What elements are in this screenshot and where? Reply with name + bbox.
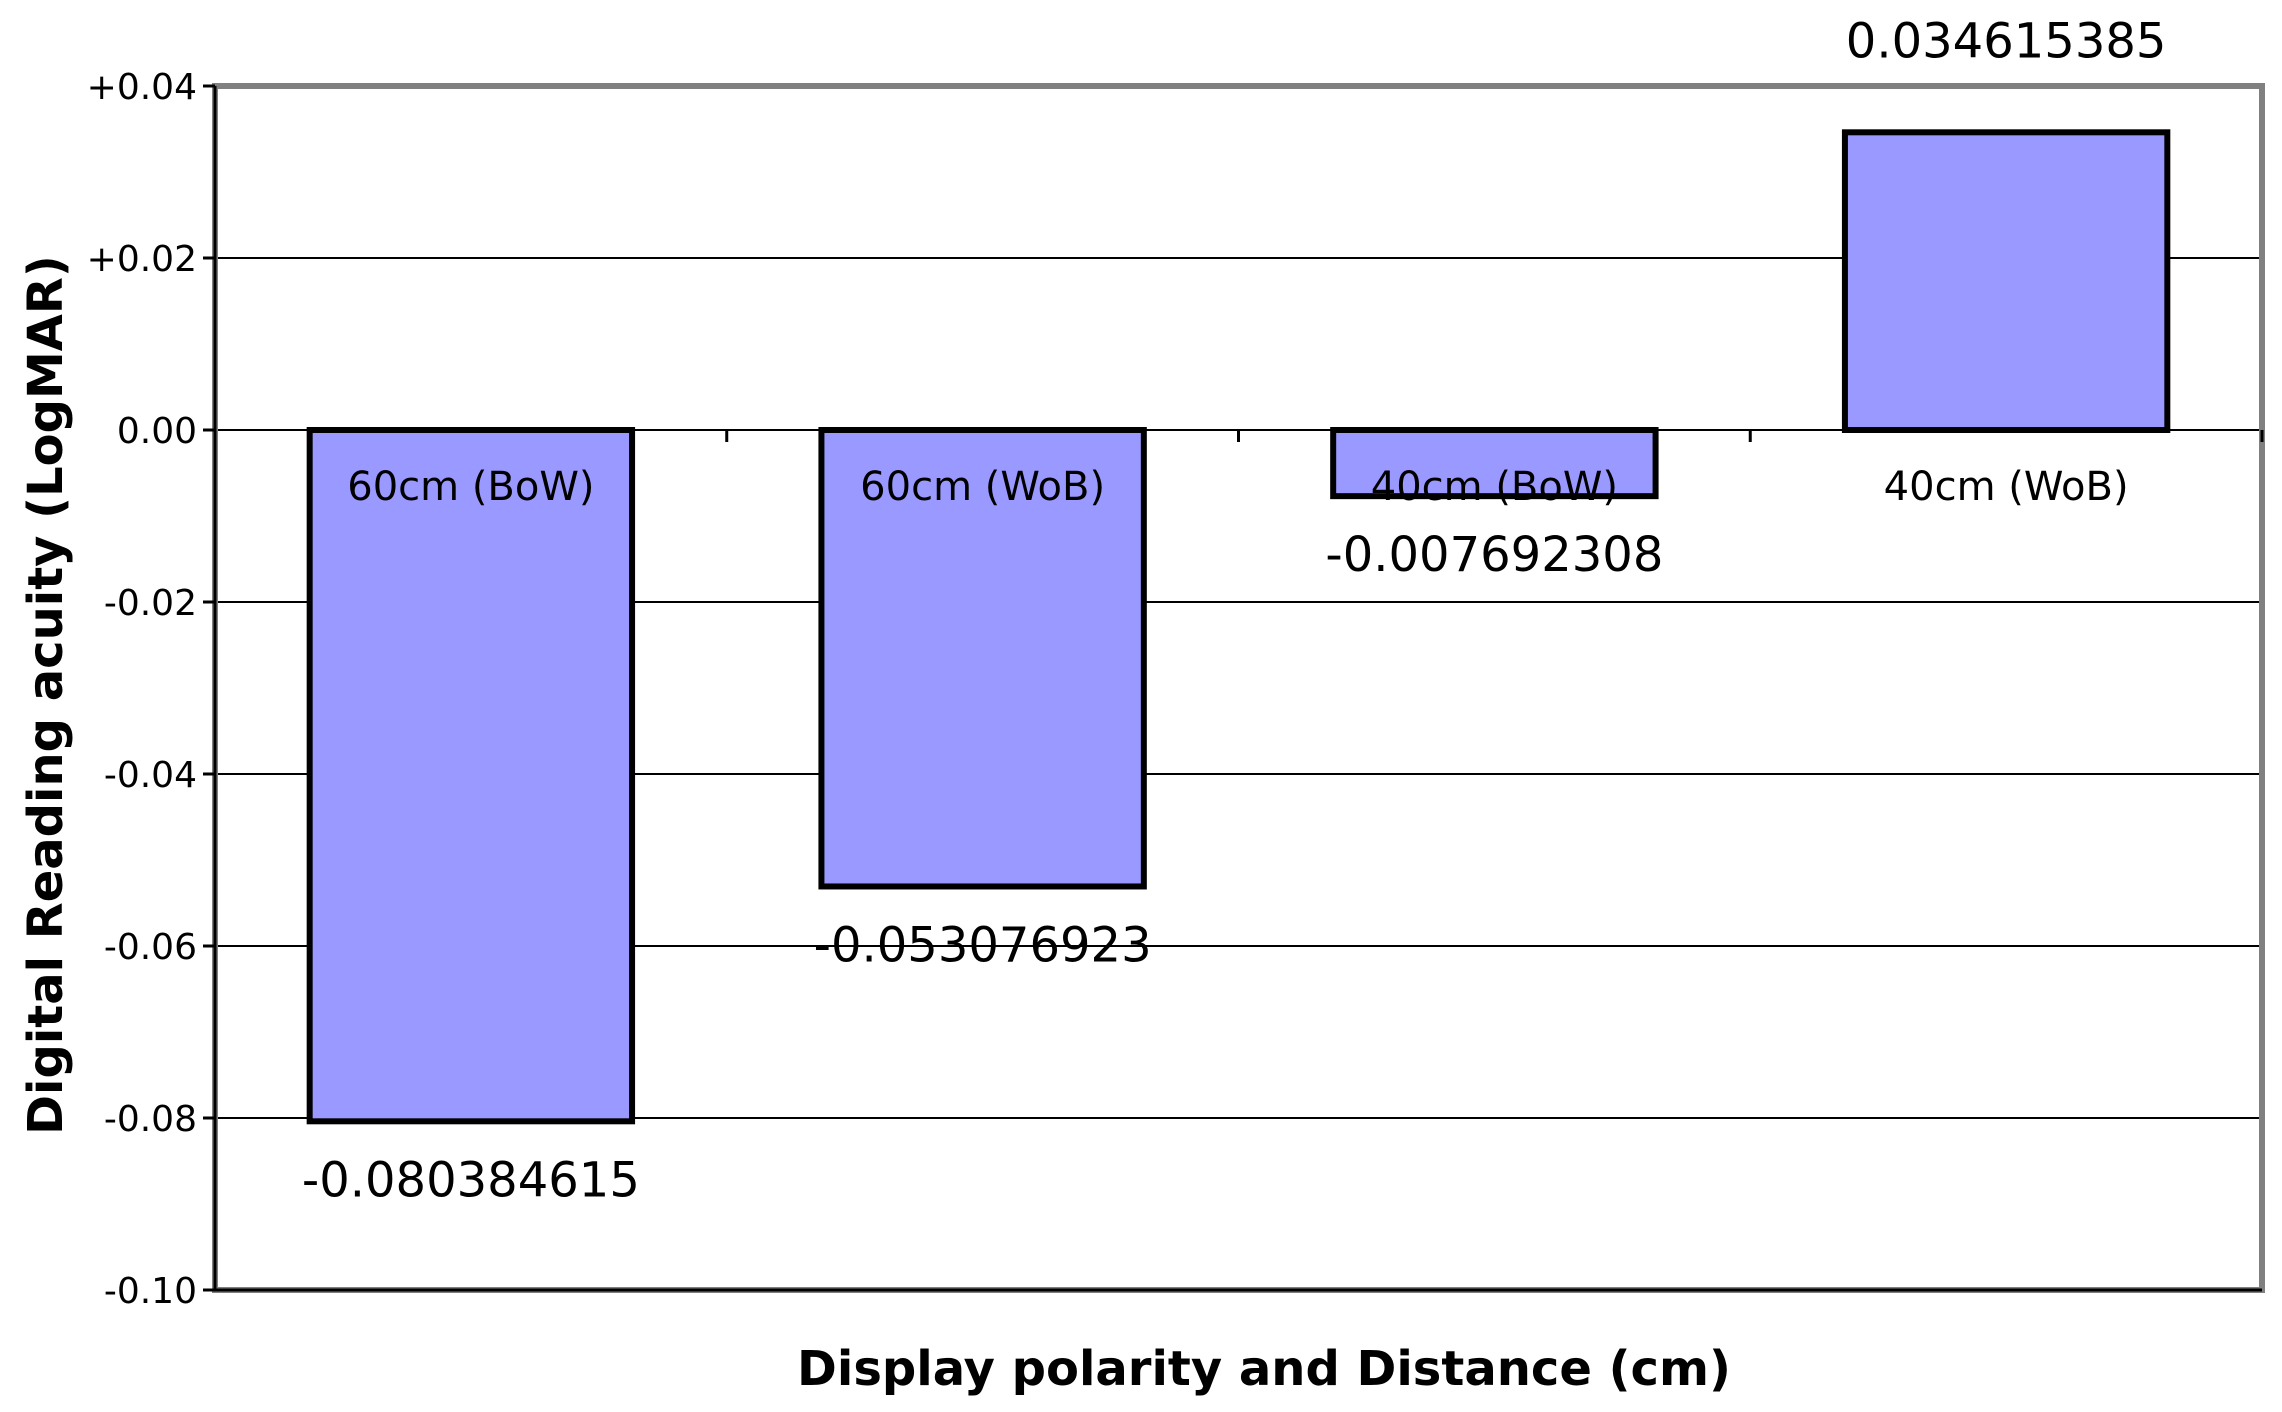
x-axis-title: Display polarity and Distance (cm) xyxy=(797,1341,1731,1397)
y-tick-label: -0.04 xyxy=(104,755,197,796)
data-label: 0.034615385 xyxy=(1846,13,2167,69)
category-label: 60cm (WoB) xyxy=(860,464,1105,510)
data-label: -0.007692308 xyxy=(1325,527,1663,583)
y-tick-label: -0.06 xyxy=(104,927,197,968)
bars xyxy=(306,129,2171,1125)
category-label: 60cm (BoW) xyxy=(347,464,594,510)
y-tick-label: 0.00 xyxy=(117,411,197,452)
y-tick-label: +0.02 xyxy=(87,239,197,280)
plot-frame xyxy=(212,83,2265,1293)
y-tick-label: -0.02 xyxy=(104,583,197,624)
bar-2 xyxy=(818,427,1147,890)
bar-1 xyxy=(306,427,636,1125)
y-axis-ticks: +0.04 +0.02 0.00 -0.02 -0.04 -0.06 -0.08 -0.10 xyxy=(87,67,2264,1312)
y-axis-title: Digital Reading acuity (LogMAR) xyxy=(18,255,74,1135)
y-tick-label: -0.08 xyxy=(104,1099,197,1140)
data-label: -0.080384615 xyxy=(302,1152,640,1208)
labels: 60cm (BoW) -0.080384615 60cm (WoB) -0.05307… xyxy=(302,13,2167,1208)
bar-4 xyxy=(1841,129,2171,434)
category-label: 40cm (BoW) xyxy=(1371,464,1618,510)
bar-3 xyxy=(1330,427,1659,500)
category-label: 40cm (WoB) xyxy=(1884,464,2129,510)
data-label: -0.053076923 xyxy=(814,917,1152,973)
y-tick-label: -0.10 xyxy=(104,1271,197,1312)
y-tick-label: +0.04 xyxy=(87,67,197,108)
